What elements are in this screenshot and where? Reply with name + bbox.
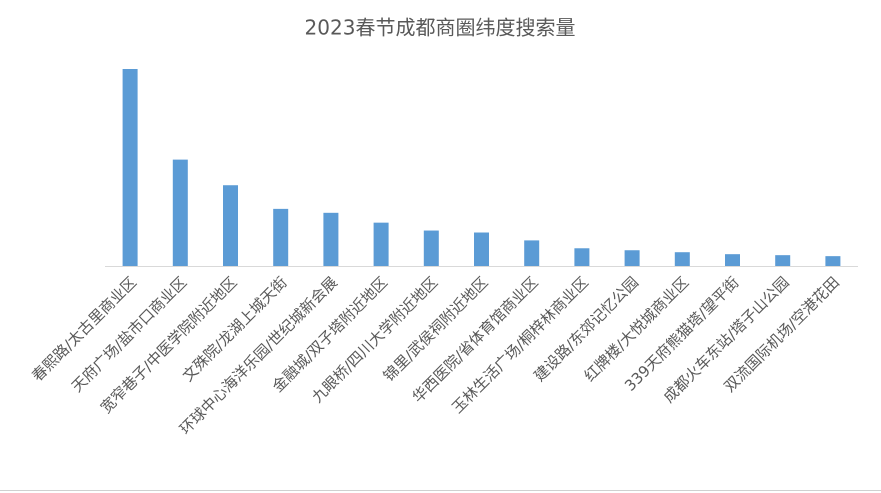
bar	[674, 252, 690, 266]
bar	[423, 230, 439, 266]
bar	[524, 240, 540, 266]
bar	[373, 222, 389, 266]
bar	[624, 250, 640, 266]
bar	[725, 254, 740, 266]
bar	[574, 248, 590, 266]
chart-title: 2023春节成都商圈纬度搜索量	[305, 16, 576, 40]
bar	[273, 208, 289, 266]
bar	[825, 256, 841, 266]
bar	[323, 212, 339, 266]
bar	[223, 185, 238, 266]
bar	[775, 255, 791, 266]
bar	[122, 69, 138, 266]
bar	[474, 232, 489, 266]
bar	[172, 159, 188, 266]
